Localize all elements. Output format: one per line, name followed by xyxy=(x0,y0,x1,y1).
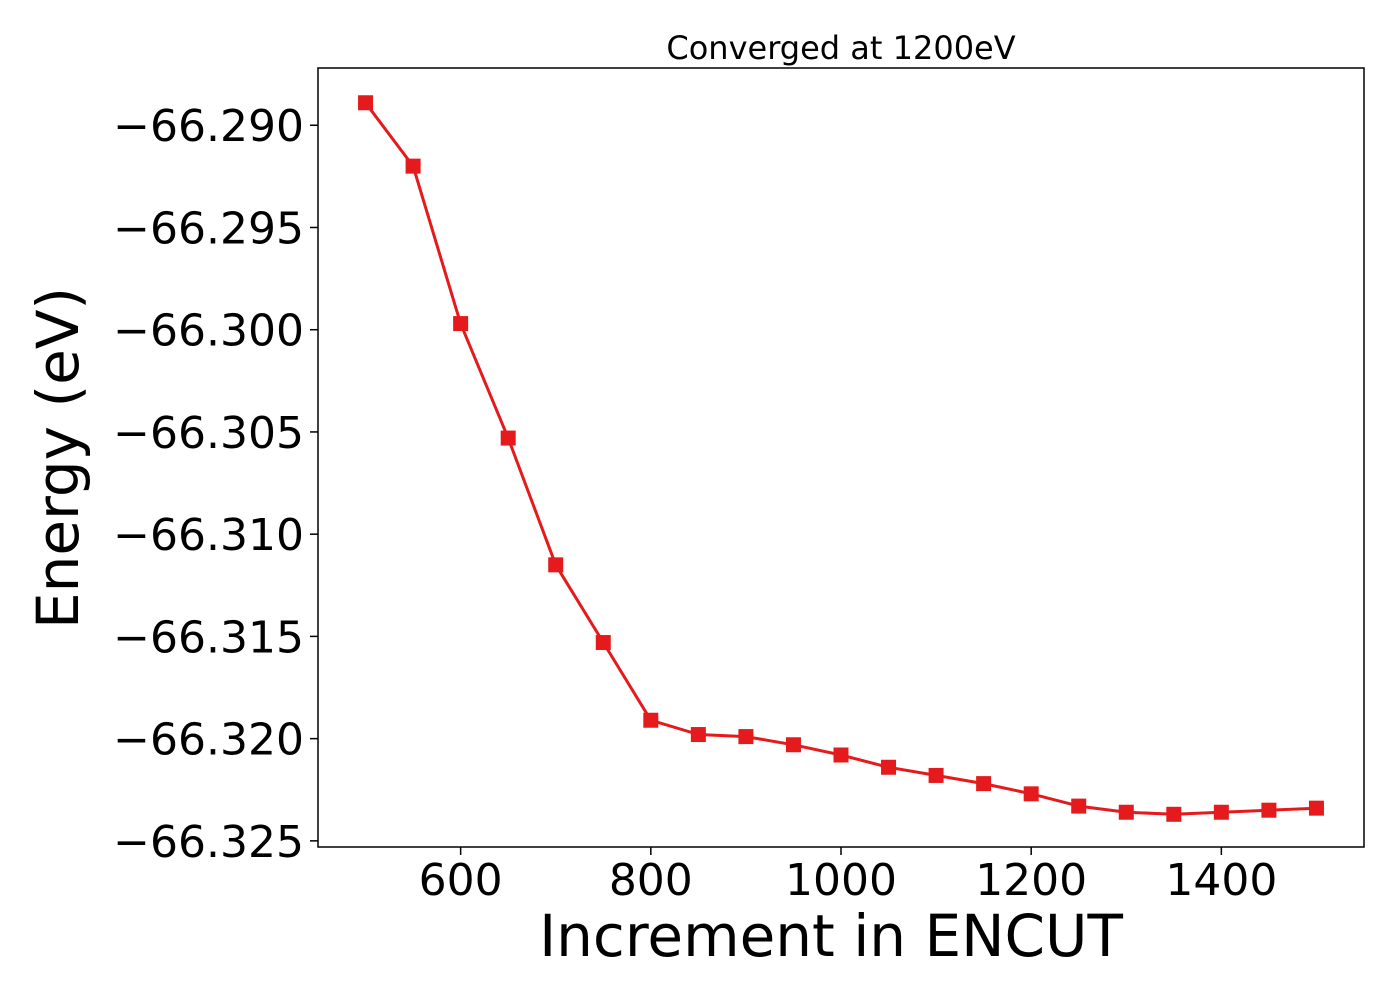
data-point-marker xyxy=(405,158,421,174)
data-point-marker xyxy=(595,635,611,651)
data-point-marker xyxy=(453,316,469,332)
data-point-marker xyxy=(690,727,706,743)
data-point-marker xyxy=(1023,786,1039,802)
data-point-marker xyxy=(785,737,801,753)
y-tick-label: −66.290 xyxy=(113,101,304,152)
data-point-marker xyxy=(1118,804,1134,820)
y-tick-label: −66.315 xyxy=(113,612,304,663)
series-layer xyxy=(358,95,1324,822)
data-point-marker xyxy=(738,729,754,745)
series-line xyxy=(364,101,1317,816)
x-axis-ticks: 600 800 1000 1200 1400 xyxy=(419,847,1277,906)
data-point-marker xyxy=(833,747,849,763)
data-point-marker xyxy=(500,430,516,446)
x-tick-label: 800 xyxy=(609,855,693,906)
data-point-marker xyxy=(1308,800,1324,816)
y-tick-label: −66.325 xyxy=(113,817,304,868)
y-axis-label: Energy (eV) xyxy=(24,287,92,629)
y-tick-label: −66.320 xyxy=(113,715,304,766)
y-tick-label: −66.305 xyxy=(113,408,304,459)
data-point-marker xyxy=(548,557,564,573)
plot-area-frame xyxy=(317,67,1365,848)
y-tick-label: −66.300 xyxy=(113,306,304,357)
data-point-marker xyxy=(1213,804,1229,820)
data-point-marker xyxy=(976,776,992,792)
data-point-marker xyxy=(358,95,374,111)
x-axis-label: Increment in ENCUT xyxy=(539,902,1123,970)
y-tick-label: −66.310 xyxy=(113,510,304,561)
x-tick-label: 600 xyxy=(419,855,503,906)
data-point-marker xyxy=(1166,806,1182,822)
x-tick-label: 1200 xyxy=(975,855,1087,906)
data-point-marker xyxy=(881,759,897,775)
data-point-marker xyxy=(1261,802,1277,818)
data-point-marker xyxy=(643,712,659,728)
chart-title: Converged at 1200eV xyxy=(666,29,1015,67)
x-tick-label: 1000 xyxy=(785,855,897,906)
data-point-marker xyxy=(1071,798,1087,814)
data-point-marker xyxy=(928,767,944,783)
x-tick-label: 1400 xyxy=(1165,855,1277,906)
y-tick-label: −66.295 xyxy=(113,203,304,254)
y-axis-ticks: −66.290 −66.295 −66.300 −66.305 −66.310 −66.3… xyxy=(113,101,318,868)
